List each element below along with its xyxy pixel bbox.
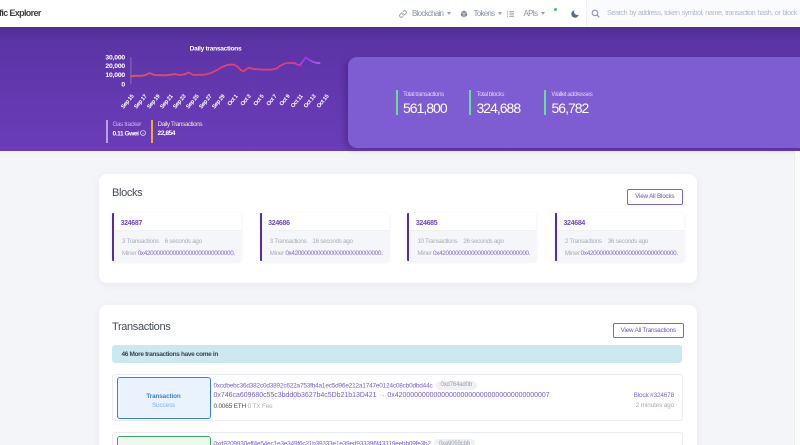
svg-text:Oct 1: Oct 1 [227, 94, 240, 108]
svg-text:Sep 19: Sep 19 [146, 94, 161, 110]
svg-text:Oct 13: Oct 13 [303, 94, 318, 110]
svg-text:Sep 15: Sep 15 [120, 94, 135, 110]
svg-text:Sep 17: Sep 17 [133, 94, 148, 110]
svg-text:Sep 23: Sep 23 [172, 94, 187, 110]
svg-text:20,000: 20,000 [105, 63, 125, 70]
svg-text:Sep 21: Sep 21 [159, 94, 174, 110]
svg-text:Sep 29: Sep 29 [211, 94, 226, 110]
svg-text:Oct 11: Oct 11 [290, 94, 304, 109]
svg-text:Sep 25: Sep 25 [185, 94, 200, 110]
svg-text:Oct 15: Oct 15 [316, 94, 331, 110]
svg-text:0: 0 [121, 82, 125, 89]
svg-text:Oct 7: Oct 7 [266, 94, 279, 108]
svg-text:Sep 27: Sep 27 [198, 94, 213, 110]
svg-text:10,000: 10,000 [105, 72, 125, 79]
svg-text:Oct 3: Oct 3 [240, 94, 253, 108]
svg-text:Oct 5: Oct 5 [253, 94, 266, 108]
svg-text:30,000: 30,000 [105, 54, 125, 61]
svg-text:Daily transactions: Daily transactions [190, 45, 242, 52]
